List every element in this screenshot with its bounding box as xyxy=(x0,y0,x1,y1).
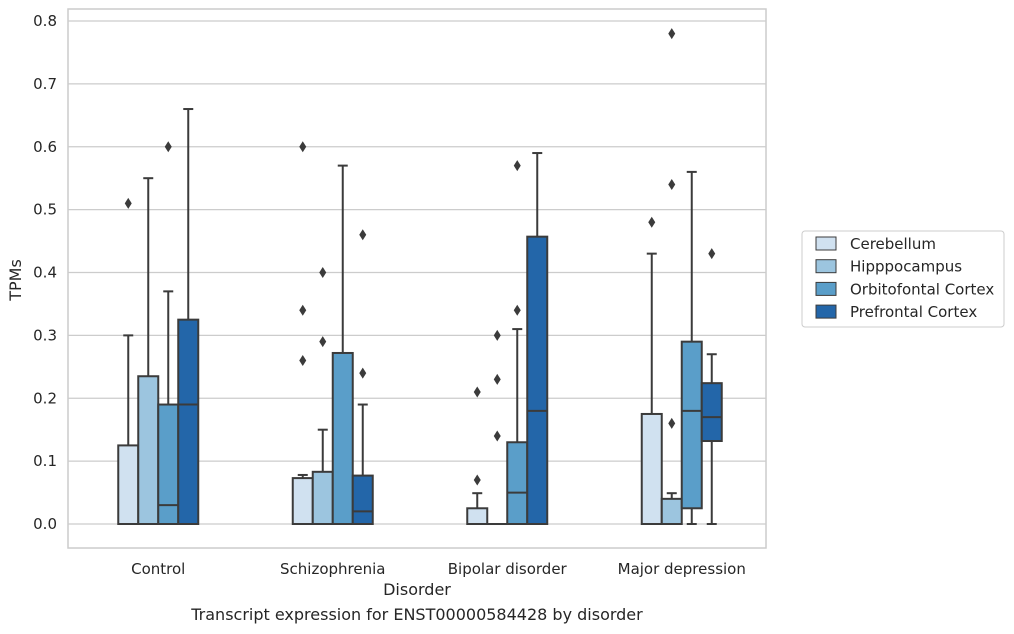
legend-label: Hipppocampus xyxy=(850,258,962,276)
outlier-point xyxy=(319,267,327,278)
outlier-point xyxy=(668,178,676,190)
box-body xyxy=(660,497,683,526)
y-tick-label: 0.5 xyxy=(33,201,57,219)
y-tick-label: 0.1 xyxy=(33,452,57,470)
outlier-point xyxy=(668,417,676,429)
x-tick-label: Bipolar disorder xyxy=(448,560,568,578)
box-prefrontal-cortex xyxy=(177,108,200,525)
outlier-point xyxy=(513,304,521,316)
box-body xyxy=(640,412,663,525)
x-tick-label: Schizophrenia xyxy=(280,560,385,578)
legend: Cerebellum Hipppocampus Orbitofontal Corte… xyxy=(801,230,1005,328)
box-prefrontal-cortex xyxy=(700,248,723,525)
box-prefrontal-cortex xyxy=(351,229,374,525)
outlier-point xyxy=(124,197,132,209)
outlier-point xyxy=(473,386,481,398)
box-cerebellum xyxy=(466,386,489,525)
outlier-point xyxy=(319,336,327,348)
outlier-point xyxy=(359,367,367,379)
box-cerebellum xyxy=(640,216,663,525)
x-tick-labels: Control Schizophrenia Bipolar disorder Majo… xyxy=(131,560,746,578)
box-hipppocampus xyxy=(137,177,160,525)
y-tick-label: 0.3 xyxy=(33,326,57,344)
outlier-point xyxy=(299,355,307,367)
x-axis-title: Disorder xyxy=(383,580,451,599)
box-body xyxy=(331,351,354,526)
legend-label: Cerebellum xyxy=(850,235,936,253)
figure-caption: Transcript expression for ENST0000058442… xyxy=(191,605,643,624)
box-orbitofontal-cortex xyxy=(331,164,354,526)
y-axis-title: TPMs xyxy=(6,259,25,302)
outlier-point xyxy=(513,160,521,172)
box-body xyxy=(177,318,200,525)
box-body xyxy=(680,340,703,510)
outlier-point xyxy=(493,329,501,341)
legend-swatch xyxy=(815,259,837,274)
x-tick-label: Control xyxy=(131,560,185,578)
outlier-point xyxy=(648,216,656,228)
box-orbitofontal-cortex xyxy=(680,170,703,525)
y-tick-label: 0.4 xyxy=(33,264,57,282)
outlier-point xyxy=(164,141,172,153)
box-series xyxy=(117,28,723,526)
box-body xyxy=(700,382,723,443)
outlier-point xyxy=(473,474,481,486)
outlier-point xyxy=(359,229,367,241)
box-prefrontal-cortex xyxy=(526,152,549,525)
y-tick-label: 0.8 xyxy=(33,12,57,30)
y-tick-label: 0.2 xyxy=(33,389,57,407)
legend-swatch xyxy=(815,236,837,251)
box-body xyxy=(466,507,489,525)
box-hipppocampus xyxy=(660,28,683,526)
outlier-point xyxy=(668,28,676,40)
box-cerebellum xyxy=(291,141,314,526)
y-tick-label: 0.0 xyxy=(33,515,57,533)
box-hipppocampus xyxy=(486,329,509,526)
legend-frame xyxy=(801,230,1005,328)
x-tick-label: Major depression xyxy=(618,560,746,578)
legend-swatch xyxy=(815,304,837,319)
legend-label: Prefrontal Cortex xyxy=(850,303,977,321)
outlier-point xyxy=(708,248,716,260)
box-body xyxy=(311,470,334,525)
box-body xyxy=(117,444,140,525)
outlier-point xyxy=(493,430,501,442)
box-cerebellum xyxy=(117,197,140,525)
legend-swatch xyxy=(815,281,837,296)
box-hipppocampus xyxy=(311,267,334,525)
box-orbitofontal-cortex xyxy=(506,160,529,526)
y-tick-label: 0.7 xyxy=(33,75,57,93)
box-orbitofontal-cortex xyxy=(157,141,180,526)
box-body xyxy=(351,474,374,525)
outlier-point xyxy=(299,304,307,316)
y-tick-labels: 0.0 0.1 0.2 0.3 0.4 0.5 0.6 0.7 0.8 xyxy=(33,12,57,533)
box-body xyxy=(506,441,529,526)
box-body xyxy=(526,235,549,525)
outlier-point xyxy=(493,373,501,385)
y-tick-label: 0.6 xyxy=(33,138,57,156)
box-body xyxy=(137,375,160,525)
plot-frame xyxy=(67,8,767,549)
outlier-point xyxy=(299,141,307,153)
legend-label: Orbitofontal Cortex xyxy=(850,280,994,298)
box-body xyxy=(291,477,314,526)
